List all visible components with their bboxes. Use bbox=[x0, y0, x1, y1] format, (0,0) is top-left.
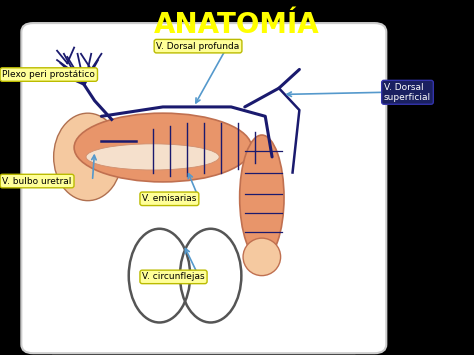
Ellipse shape bbox=[86, 144, 219, 170]
FancyBboxPatch shape bbox=[52, 344, 356, 355]
Text: V. emisarias: V. emisarias bbox=[142, 194, 197, 203]
Text: V. bulbo uretral: V. bulbo uretral bbox=[2, 176, 72, 186]
Text: Plexo peri prostático: Plexo peri prostático bbox=[2, 70, 95, 79]
Text: ANATOMÍA: ANATOMÍA bbox=[154, 11, 320, 39]
Ellipse shape bbox=[74, 113, 252, 182]
Text: V. Dorsal profunda: V. Dorsal profunda bbox=[156, 42, 240, 51]
Ellipse shape bbox=[243, 238, 281, 275]
Ellipse shape bbox=[240, 135, 284, 260]
Ellipse shape bbox=[54, 113, 122, 201]
FancyBboxPatch shape bbox=[21, 23, 386, 353]
Text: V. circunflejas: V. circunflejas bbox=[142, 272, 205, 282]
Text: V. Dorsal
superficial: V. Dorsal superficial bbox=[384, 83, 431, 102]
